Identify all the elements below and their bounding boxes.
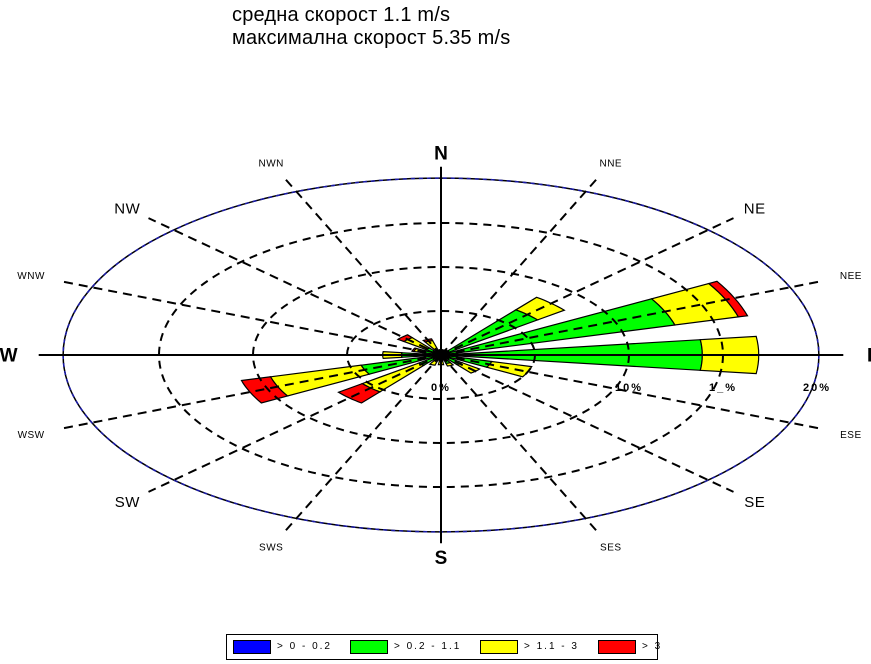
legend-label-4: > 3 xyxy=(642,641,663,652)
direction-label-sw: SW xyxy=(115,494,141,511)
direction-label-nne: NNE xyxy=(599,159,622,170)
direction-label-e: E xyxy=(867,346,871,367)
spoke-sw xyxy=(148,354,442,493)
spoke-nw xyxy=(148,217,442,356)
petal-ses-bin3 xyxy=(445,361,455,367)
direction-label-wsw: WSW xyxy=(18,430,45,441)
petal-ese-bin3 xyxy=(485,360,533,378)
spoke-nee xyxy=(440,279,824,356)
spoke-wsw xyxy=(58,354,442,431)
direction-label-sws: SWS xyxy=(259,542,283,553)
center-hub xyxy=(435,349,447,361)
spoke-nwn xyxy=(281,175,442,356)
legend-swatch-2 xyxy=(350,640,388,654)
radial-tick-2: 1_% xyxy=(709,382,737,394)
petal-wnw-bin4 xyxy=(411,347,418,353)
radial-tick-0: 0% xyxy=(431,382,451,394)
direction-labels: N NNE NE NEE E ESE SE SES S SWS SW WSW W WNW NW NWN xyxy=(0,143,871,569)
direction-spokes xyxy=(38,166,844,544)
wind-rose-chart: N NNE NE NEE E ESE SE SES S SWS SW WSW W WNW NW NWN 0% 1… xyxy=(0,143,871,569)
direction-label-ese: ESE xyxy=(840,430,862,441)
direction-label-nee: NEE xyxy=(840,271,862,282)
direction-label-n: N xyxy=(434,143,448,164)
wind-rose-petals xyxy=(240,280,760,404)
mean-speed-title: средна скорост 1.1 m/s xyxy=(232,4,451,26)
direction-label-nw: NW xyxy=(114,200,140,217)
radial-tick-3: 20% xyxy=(803,382,831,394)
legend-swatch-3 xyxy=(480,640,518,654)
direction-label-wnw: WNW xyxy=(17,271,45,282)
spoke-ne xyxy=(440,217,734,356)
spoke-ses xyxy=(440,354,601,535)
spoke-wnw xyxy=(58,279,442,356)
legend-swatch-1 xyxy=(233,640,271,654)
legend-label-2: > 0.2 - 1.1 xyxy=(394,641,462,652)
petal-nw-bin4 xyxy=(396,334,414,343)
legend-swatch-4 xyxy=(598,640,636,654)
direction-label-w: W xyxy=(0,346,18,367)
spoke-ese xyxy=(440,354,824,431)
max-speed-title: максимална скорост 5.35 m/s xyxy=(232,27,511,49)
direction-label-ses: SES xyxy=(600,542,622,553)
legend: > 0 - 0.2 > 0.2 - 1.1 > 1.1 - 3 > 3 xyxy=(226,634,660,660)
direction-label-se: SE xyxy=(744,494,765,511)
direction-label-s: S xyxy=(435,548,448,569)
legend-label-1: > 0 - 0.2 xyxy=(277,641,332,652)
radial-tick-1: 10% xyxy=(615,382,643,394)
spoke-sws xyxy=(281,354,442,535)
direction-label-nwn: NWN xyxy=(259,159,284,170)
direction-label-ne: NE xyxy=(744,200,766,217)
spoke-nne xyxy=(440,175,601,356)
radial-tick-labels: 0% 10% 1_% 20% xyxy=(431,382,831,394)
spoke-se xyxy=(440,354,734,493)
chart-title-block: средна скорост 1.1 m/s максимална скорос… xyxy=(232,4,752,50)
legend-label-3: > 1.1 - 3 xyxy=(524,641,579,652)
